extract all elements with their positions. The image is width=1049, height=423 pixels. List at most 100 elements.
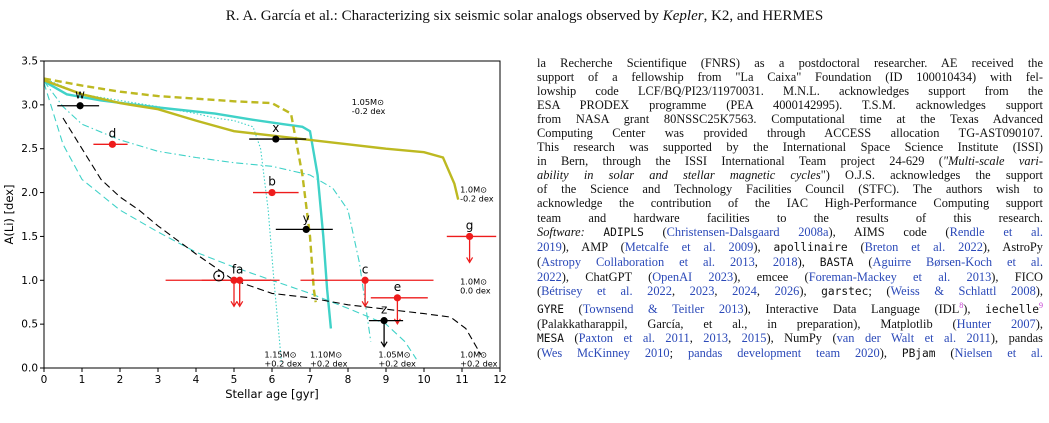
software-line: (Wes McKinney 2010; pandas development t… [537,346,1043,361]
star-c-label: c [362,262,369,276]
y-tick-label: 3.0 [21,99,38,111]
citation-link[interactable]: 2023 [689,283,715,298]
citation-link[interactable]: 2024 [732,283,757,298]
body-line: from NASA grant 80NSSC25K7563. Computati… [537,112,1043,127]
y-tick-label: 0.0 [21,363,38,375]
track-label-metallicity: +0.2 dex [264,358,302,368]
software-text: ), [753,239,774,254]
citation-link[interactable]: van der Walt et al. 2011 [836,331,991,346]
software-text: ), [1035,283,1043,298]
citation-link[interactable]: Paxton et al. 2011 [578,331,690,346]
body-line: This research was supported by the Inter… [537,140,1043,155]
star-g-marker [466,232,474,241]
software-name: MESA [537,332,564,346]
citation-link[interactable]: 2015 [741,331,767,346]
tracks-group [44,77,482,364]
software-text: ), emcee ( [733,269,809,284]
star-b-marker [268,188,276,197]
citation-link[interactable]: Astropy Collaboration et al. 2013 [541,254,755,269]
citation-link[interactable]: 2026 [774,283,800,298]
track-label: 1.05M⊙ -0.2 dex [352,97,386,116]
y-tick-label: 2.0 [21,187,38,199]
software-text: , [689,331,704,346]
citation-link[interactable]: 2018 [772,254,798,269]
citation-link[interactable]: 2022 [537,269,562,284]
software-text: ( [563,331,579,346]
citation-link[interactable]: Aguirre Børsen-Koch et al. [872,254,1043,269]
track-label-mass: 1.0M⊙ [460,349,487,359]
x-tick-label: 0 [41,374,48,386]
software-text: ( [643,224,667,239]
star-g-label: g [466,218,474,232]
x-tick-label: 8 [345,374,352,386]
body-line: support of a fellowship from "La Caixa" … [537,70,1043,85]
header-tail: , K2, and HERMES [703,8,824,24]
software-text: ), [797,254,820,269]
y-axis-label: A(Li) [dex] [2,184,16,244]
star-y-marker [302,225,310,234]
software-line: ( Astropy Collaboration et al. 2013, 2018… [537,255,1043,270]
track-label-metallicity: +0.2 dex [310,358,348,368]
citation-link[interactable]: Christensen-Dalsgaard 2008a [666,224,829,239]
citation-link[interactable]: pandas development team 2020 [687,346,880,361]
track-label: 1.10M⊙ +0.2 dex [310,349,348,368]
track-label: 1.0M⊙ 0.0 dex [460,277,491,296]
star-d-label: d [109,126,117,140]
x-tick-label: 5 [231,374,238,386]
track-label-mass: 1.0M⊙ [460,277,487,287]
track-label-mass: 1.10M⊙ [310,349,342,359]
citation-link[interactable]: 2019 [537,239,562,254]
header-authors: R. A. García et al.: Characterizing six … [225,8,663,24]
citation-link[interactable]: Nielsen et al. [954,346,1044,361]
citation-link[interactable]: Breton et al. 2022 [864,239,983,254]
software-text: , [754,254,773,269]
citation-link[interactable]: 2013 [703,331,729,346]
track-label-mass: 1.05M⊙ [352,97,384,107]
track-label-metallicity: -0.2 dex [352,106,386,116]
body-line: in Bern, through the ISSI International … [537,154,1043,168]
citation-link[interactable]: Weiss & Schlattl 2008 [890,283,1036,298]
citation-link[interactable]: OpenAI 2023 [652,269,734,284]
software-label: Software: [537,224,585,239]
software-text: ( [847,239,865,254]
body-line: team and hardware facilities to the resu… [537,210,1043,225]
software-text: ; [669,346,688,361]
software-text: (Palakkatharappil, García, et al., in pr… [537,316,957,331]
software-text: , [671,283,690,298]
software-text: ), [963,301,986,316]
software-text: ( [537,283,542,298]
software-text: ( [853,254,873,269]
y-tick-label: 1.0 [21,275,38,287]
track-label: 1.0M⊙ +0.2 dex [460,349,498,368]
software-text [585,225,604,239]
citation-link[interactable]: Wes McKinney 2010 [541,346,670,361]
citation-link[interactable]: Hunter 2007 [956,316,1036,331]
citation-link[interactable]: Foreman-Mackey et al. 2013 [808,269,992,284]
software-text: ( [935,346,955,361]
software-name: PBjam [901,347,936,361]
citation-link[interactable]: Rendle et al. [949,224,1043,239]
plot-frame [43,60,501,369]
software-text: ( [537,346,542,361]
software-text: ), [879,346,902,361]
body-line: ability in solar and stellar magnetic cy… [537,168,1043,182]
y-tick-label: 1.5 [21,231,38,243]
star-w-marker [76,102,84,110]
track-label-metallicity: +0.2 dex [378,358,416,368]
x-tick-label: 9 [383,374,390,386]
citation-link[interactable]: Bétrisey et al. 2022 [541,283,672,298]
track-label-metallicity: -0.2 dex [460,194,494,204]
software-text: ), [1035,316,1043,331]
x-tick-label: 1 [79,374,86,386]
software-text: ), AstroPy [982,239,1043,254]
body-line: lowship code LCF/BQ/PI23/11970031. M.N.L… [537,84,1043,99]
running-header: R. A. García et al.: Characterizing six … [0,8,1049,25]
citation-link[interactable]: Metcalfe et al. 2009 [624,239,754,254]
track-label-mass: 1.15M⊙ [264,349,296,359]
track-label: 1.0M⊙ -0.2 dex [460,185,494,204]
software-line: (Bétrisey et al. 2022, 2023, 2024, 2026)… [537,284,1043,299]
star-z-marker [380,317,388,325]
citation-link[interactable]: Townsend & Teitler 2013 [582,301,744,316]
y-tick-label: 3.5 [21,56,38,68]
